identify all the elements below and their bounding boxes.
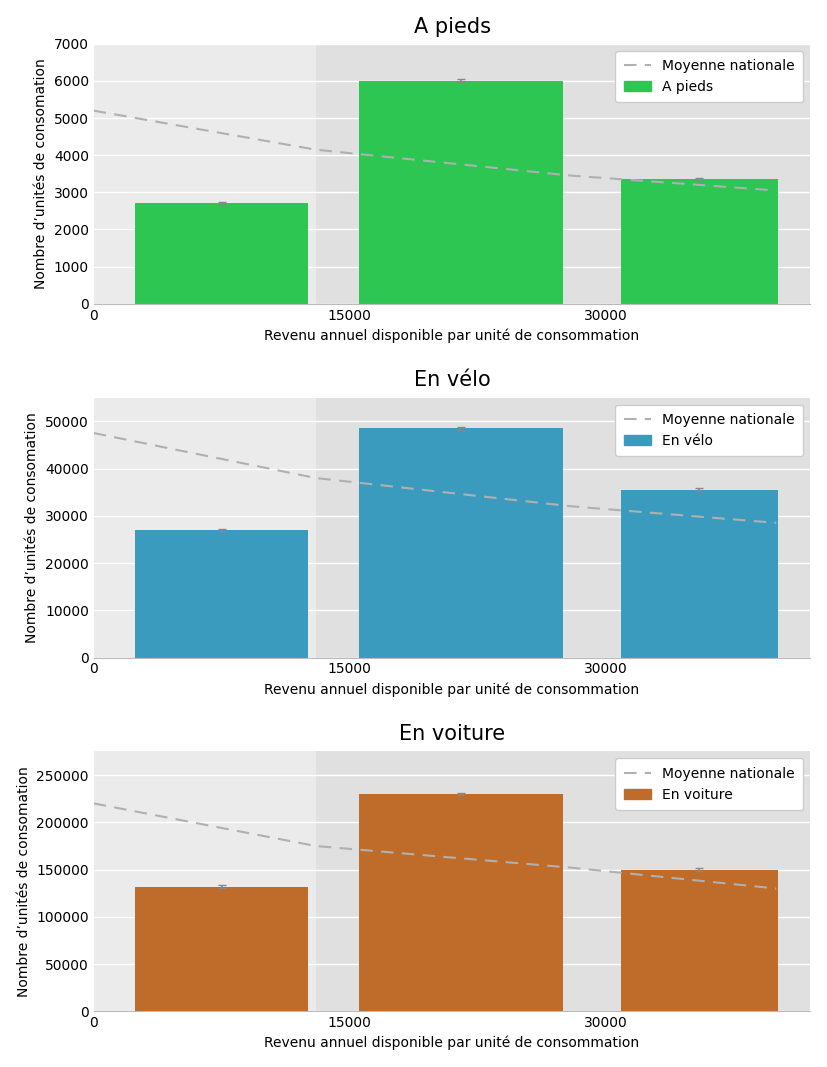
- Title: En vélo: En vélo: [414, 370, 490, 391]
- X-axis label: Revenu annuel disponible par unité de consommation: Revenu annuel disponible par unité de co…: [265, 329, 639, 343]
- X-axis label: Revenu annuel disponible par unité de consommation: Revenu annuel disponible par unité de co…: [265, 1036, 639, 1050]
- Title: A pieds: A pieds: [414, 17, 490, 36]
- Bar: [136, 204, 308, 304]
- Bar: [621, 179, 778, 304]
- Bar: [316, 751, 810, 1012]
- Bar: [136, 530, 308, 657]
- Bar: [359, 428, 562, 657]
- Bar: [359, 81, 562, 304]
- Title: En voiture: En voiture: [399, 724, 505, 745]
- Bar: [316, 398, 810, 657]
- Legend: Moyenne nationale, En vélo: Moyenne nationale, En vélo: [615, 404, 803, 457]
- Y-axis label: Nombre d’unités de consomation: Nombre d’unités de consomation: [34, 59, 48, 289]
- Bar: [621, 490, 778, 657]
- Y-axis label: Nombre d’unités de consomation: Nombre d’unités de consomation: [26, 412, 40, 643]
- Legend: Moyenne nationale, A pieds: Moyenne nationale, A pieds: [615, 51, 803, 102]
- Y-axis label: Nombre d’unités de consomation: Nombre d’unités de consomation: [17, 766, 31, 997]
- Bar: [621, 870, 778, 1012]
- Bar: [136, 887, 308, 1012]
- Bar: [316, 44, 810, 304]
- Bar: [359, 794, 562, 1012]
- Legend: Moyenne nationale, En voiture: Moyenne nationale, En voiture: [615, 759, 803, 810]
- X-axis label: Revenu annuel disponible par unité de consommation: Revenu annuel disponible par unité de co…: [265, 682, 639, 697]
